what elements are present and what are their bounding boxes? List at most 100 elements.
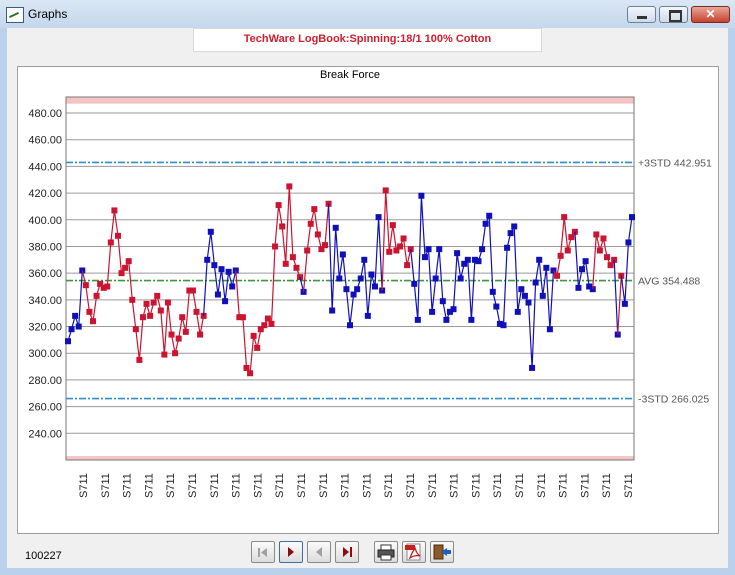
- data-point: [136, 356, 143, 363]
- y-tick-label: 260.00: [28, 402, 62, 414]
- data-point: [479, 246, 486, 253]
- data-point: [182, 328, 189, 335]
- y-tick-label: 460.00: [28, 135, 62, 147]
- data-point: [68, 326, 75, 333]
- y-tick-label: 240.00: [28, 428, 62, 440]
- data-point: [546, 326, 553, 333]
- data-point: [382, 187, 389, 194]
- header-box: TechWare LogBook:Spinning:18/1 100% Cott…: [193, 28, 542, 52]
- data-point: [443, 316, 450, 323]
- data-point: [529, 364, 536, 371]
- data-point: [550, 267, 557, 274]
- x-tick-label: S711: [318, 473, 330, 498]
- x-tick-label: S711: [252, 473, 264, 498]
- data-point: [132, 326, 139, 333]
- x-tick-label: S711: [470, 473, 482, 498]
- series-line: [203, 231, 237, 316]
- close-button[interactable]: [691, 6, 730, 23]
- data-point: [82, 282, 89, 289]
- data-point: [586, 283, 593, 290]
- data-point: [343, 286, 350, 293]
- data-point: [186, 287, 193, 294]
- data-point: [521, 292, 528, 299]
- next-record-icon: [288, 547, 294, 557]
- data-point: [289, 254, 296, 261]
- x-tick-label: S711: [623, 473, 635, 498]
- first-record-button[interactable]: [251, 541, 275, 563]
- data-point: [272, 243, 279, 250]
- data-point: [179, 314, 186, 321]
- data-point: [500, 322, 507, 329]
- data-point: [575, 284, 582, 291]
- data-point: [157, 307, 164, 314]
- data-point: [104, 283, 111, 290]
- data-point: [332, 224, 339, 231]
- lower-band: [66, 455, 634, 460]
- data-point: [518, 286, 525, 293]
- data-point: [571, 228, 578, 235]
- data-point: [229, 283, 236, 290]
- data-point: [311, 206, 318, 213]
- window-title: Graphs: [28, 7, 68, 21]
- data-point: [364, 312, 371, 319]
- print-icon: [377, 544, 395, 561]
- data-point: [629, 214, 635, 221]
- data-point: [339, 251, 346, 258]
- print-button[interactable]: [374, 541, 398, 563]
- data-point: [354, 286, 361, 293]
- y-tick-label: 300.00: [28, 348, 62, 360]
- data-point: [564, 247, 571, 254]
- data-point: [129, 296, 136, 303]
- data-point: [114, 232, 121, 239]
- data-point: [122, 264, 129, 271]
- data-point: [111, 207, 118, 214]
- data-point: [329, 307, 336, 314]
- data-point: [429, 308, 436, 315]
- last-record-button[interactable]: [335, 541, 359, 563]
- data-point: [482, 220, 489, 227]
- y-tick-label: 480.00: [28, 108, 62, 120]
- data-point: [400, 235, 407, 242]
- exit-button[interactable]: [430, 541, 454, 563]
- data-point: [432, 275, 439, 282]
- data-point: [207, 228, 214, 235]
- chart-title: Break Force: [320, 69, 380, 81]
- maximize-button[interactable]: [659, 6, 688, 23]
- next-record-button[interactable]: [279, 541, 303, 563]
- data-point: [418, 192, 425, 199]
- data-point: [322, 242, 329, 249]
- data-point: [72, 312, 79, 319]
- data-point: [204, 256, 211, 263]
- y-tick-label: 440.00: [28, 161, 62, 173]
- data-point: [211, 262, 218, 269]
- data-point: [225, 268, 232, 275]
- data-point: [164, 299, 171, 306]
- data-point: [450, 306, 457, 313]
- pdf-export-button[interactable]: [402, 541, 426, 563]
- data-point: [439, 298, 446, 305]
- series-line: [617, 275, 622, 335]
- data-point: [268, 320, 275, 327]
- data-point: [361, 256, 368, 263]
- data-point: [625, 239, 632, 246]
- data-point: [307, 220, 314, 227]
- data-point: [375, 214, 382, 221]
- minimize-button[interactable]: [627, 6, 656, 23]
- y-tick-label: 320.00: [28, 322, 62, 334]
- data-point: [471, 256, 478, 263]
- data-point: [189, 287, 196, 294]
- data-point: [600, 235, 607, 242]
- client-area: TechWare LogBook:Spinning:18/1 100% Cott…: [7, 28, 728, 568]
- data-point: [264, 315, 271, 322]
- data-point: [493, 303, 500, 310]
- data-point: [300, 288, 307, 295]
- x-tick-label: S711: [340, 473, 352, 498]
- x-tick-label: S711: [165, 473, 177, 498]
- y-tick-label: 400.00: [28, 215, 62, 227]
- data-point: [568, 234, 575, 241]
- data-point: [293, 264, 300, 271]
- data-point: [125, 258, 132, 265]
- title-bar[interactable]: Graphs: [0, 0, 735, 28]
- data-point: [357, 275, 364, 282]
- previous-record-button[interactable]: [307, 541, 331, 563]
